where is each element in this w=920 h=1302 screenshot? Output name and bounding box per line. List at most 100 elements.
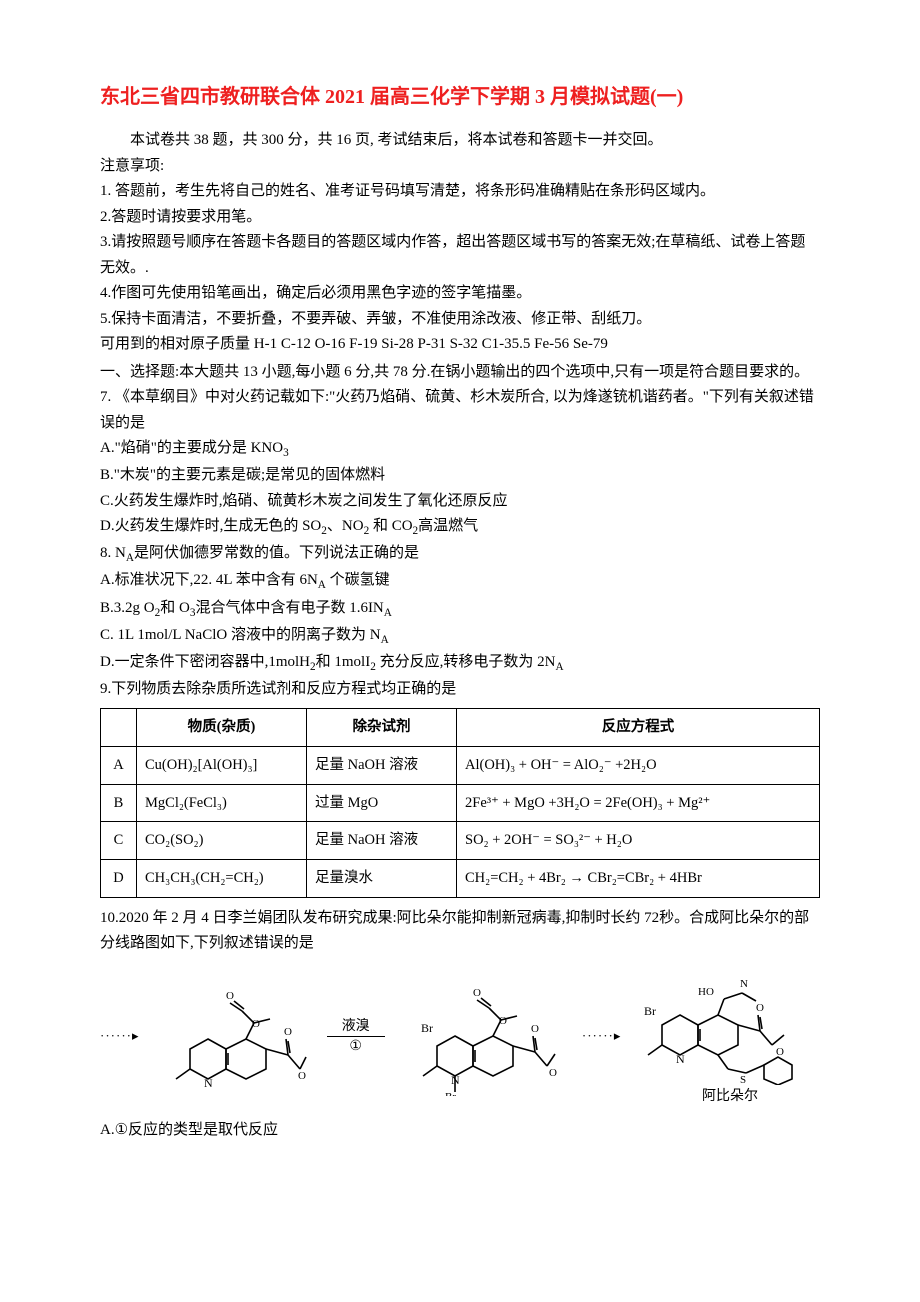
q8-d-mid: 和 1molI [316, 654, 371, 670]
svg-text:O: O [549, 1067, 557, 1079]
q8-b-s3: A [384, 607, 392, 619]
svg-text:O: O [298, 1070, 306, 1082]
q9-c-sub: CO₂(SO₂) [137, 822, 307, 860]
q10-a: A.①反应的类型是取代反应 [100, 1118, 820, 1144]
q10-scheme: ······▸ N O O O O 液溴 ① [100, 965, 820, 1109]
q8-b: B.3.2g O2和 O3混合气体中含有电子数 1.6INA [100, 596, 820, 623]
q8-stem-post: 是阿伏伽德罗常数的值。下列说法正确的是 [134, 545, 419, 561]
q7-b: B."木炭"的主要元素是碳;是常见的固体燃料 [100, 463, 820, 489]
q7-a-sub: 3 [283, 447, 289, 459]
q8-stem-sub: A [126, 552, 134, 564]
q9-c-rea: 足量 NaOH 溶液 [307, 822, 457, 860]
q9-b-sub: MgCl₂(FeCl₃) [137, 784, 307, 822]
q8-a-sub: A [318, 579, 326, 591]
svg-text:HO: HO [698, 986, 714, 998]
molecule-3-icon: N Br HO N O O S [640, 965, 820, 1085]
svg-text:Br: Br [421, 1021, 433, 1035]
dots-left-icon: ······▸ [100, 1025, 140, 1047]
q8-b-mid: 和 O [160, 600, 190, 616]
notice-5: 5.保持卡面清洁，不要折叠，不要弄破、弄皱，不准使用涂改液、修正带、刮纸刀。 [100, 307, 820, 333]
atomic-mass: 可用到的相对原子质量 H-1 C-12 O-16 F-19 Si-28 P-31… [100, 332, 820, 358]
q9-header-row: 物质(杂质) 除杂试剂 反应方程式 [101, 709, 820, 747]
notice-header: 注意享项: [100, 154, 820, 180]
arrow-line-icon [327, 1036, 385, 1037]
section-1: 一、选择题:本大题共 13 小题,每小题 6 分,共 78 分.在锅小题输出的四… [100, 360, 820, 386]
q9-h1: 物质(杂质) [137, 709, 307, 747]
molecule-1-icon: N O O O O [158, 981, 308, 1091]
q8-a-post: 个碳氢键 [326, 572, 390, 588]
q9-a-sub: Cu(OH)₂[Al(OH)₃] [137, 747, 307, 785]
q8-c-sub: A [381, 634, 389, 646]
q9-d-sub: CH₃CH₃(CH₂=CH₂) [137, 859, 307, 897]
svg-text:S: S [740, 1074, 746, 1085]
q8-d-s3: A [555, 661, 563, 673]
notice-2: 2.答题时请按要求用笔。 [100, 205, 820, 231]
abidol-label: 阿比朵尔 [702, 1085, 758, 1109]
arrow1-bot: ① [349, 1039, 362, 1054]
q8-d-pre: D.一定条件下密闭容器中,1molH [100, 654, 310, 670]
dots-right-icon: ······▸ [582, 1025, 622, 1047]
q9-table: 物质(杂质) 除杂试剂 反应方程式 A Cu(OH)₂[Al(OH)₃] 足量 … [100, 708, 820, 897]
q8-c: C. 1L 1mol/L NaClO 溶液中的阴离子数为 NA [100, 623, 820, 650]
q7-d-pre: D.火药发生爆炸时,生成无色的 SO [100, 518, 321, 534]
svg-text:N: N [204, 1076, 213, 1090]
q9-stem: 9.下列物质去除杂质所选试剂和反应方程式均正确的是 [100, 677, 820, 703]
svg-text:N: N [451, 1073, 460, 1087]
q7-c: C.火药发生爆炸时,焰硝、硫黄杉木炭之间发生了氧化还原反应 [100, 489, 820, 515]
svg-text:N: N [740, 978, 748, 990]
q7-a-text: A."焰硝"的主要成分是 KNO [100, 440, 283, 456]
q9-c-idx: C [101, 822, 137, 860]
q8-b-post: 混合气体中含有电子数 1.6IN [195, 600, 383, 616]
notice-4: 4.作图可先使用铅笔画出，确定后必须用黑色字迹的签字笔描墨。 [100, 281, 820, 307]
q9-b-eq: 2Fe³⁺ + MgO +3H₂O = 2Fe(OH)₃ + Mg²⁺ [457, 784, 820, 822]
q7-stem: 7. 《本草纲目》中对火药记载如下:"火药乃焰硝、硫黄、杉木炭所合, 以为烽遂铳… [100, 385, 820, 436]
svg-text:O: O [252, 1018, 260, 1030]
q8-stem-pre: 8. N [100, 545, 126, 561]
q7-d-end: 高温燃气 [418, 518, 478, 534]
molecule-2-icon: N Br Br O O O O [403, 976, 563, 1096]
notice-3: 3.请按照题号顺序在答题卡各题目的答题区域内作答，超出答题区域书写的答案无效;在… [100, 230, 820, 281]
svg-text:N: N [676, 1052, 685, 1066]
q8-c-pre: C. 1L 1mol/L NaClO 溶液中的阴离子数为 N [100, 627, 381, 643]
q8-stem: 8. NA是阿伏伽德罗常数的值。下列说法正确的是 [100, 541, 820, 568]
svg-text:Br: Br [445, 1091, 456, 1096]
q7-d-m2: 和 CO [369, 518, 412, 534]
q8-d: D.一定条件下密闭容器中,1molH2和 1molI2 充分反应,转移电子数为 … [100, 650, 820, 677]
table-row: A Cu(OH)₂[Al(OH)₃] 足量 NaOH 溶液 Al(OH)₃ + … [101, 747, 820, 785]
q7-d-m1: 、NO [327, 518, 364, 534]
q9-b-idx: B [101, 784, 137, 822]
notice-1: 1. 答题前，考生先将自己的姓名、准考证号码填写清楚，将条形码准确精贴在条形码区… [100, 179, 820, 205]
svg-text:O: O [499, 1015, 507, 1027]
q9-h3: 反应方程式 [457, 709, 820, 747]
exam-title: 东北三省四市教研联合体 2021 届高三化学下学期 3 月模拟试题(一) [100, 80, 820, 114]
svg-text:O: O [284, 1026, 292, 1038]
table-row: B MgCl₂(FeCl₃) 过量 MgO 2Fe³⁺ + MgO +3H₂O … [101, 784, 820, 822]
svg-text:O: O [776, 1046, 784, 1058]
svg-text:O: O [756, 1002, 764, 1014]
table-row: D CH₃CH₃(CH₂=CH₂) 足量溴水 CH₂=CH₂ + 4Br₂ → … [101, 859, 820, 897]
q8-a-pre: A.标准状况下,22. 4L 苯中含有 6N [100, 572, 318, 588]
q9-d-idx: D [101, 859, 137, 897]
q9-h0 [101, 709, 137, 747]
q9-a-rea: 足量 NaOH 溶液 [307, 747, 457, 785]
q8-d-post: 充分反应,转移电子数为 2N [376, 654, 556, 670]
exam-intro: 本试卷共 38 题，共 300 分，共 16 页, 考试结束后，将本试卷和答题卡… [100, 128, 820, 154]
table-row: C CO₂(SO₂) 足量 NaOH 溶液 SO₂ + 2OH⁻ = SO₃²⁻… [101, 822, 820, 860]
q9-b-rea: 过量 MgO [307, 784, 457, 822]
svg-text:O: O [473, 987, 481, 999]
svg-text:O: O [531, 1023, 539, 1035]
q8-b-pre: B.3.2g O [100, 600, 155, 616]
q9-d-rea: 足量溴水 [307, 859, 457, 897]
q9-a-idx: A [101, 747, 137, 785]
svg-text:Br: Br [644, 1004, 656, 1018]
arrow1-top: 液溴 [342, 1019, 370, 1034]
q9-h2: 除杂试剂 [307, 709, 457, 747]
q10-stem: 10.2020 年 2 月 4 日李兰娟团队发布研究成果:阿比朵尔能抑制新冠病毒… [100, 906, 820, 957]
q9-c-eq: SO₂ + 2OH⁻ = SO₃²⁻ + H₂O [457, 822, 820, 860]
q7-d: D.火药发生爆炸时,生成无色的 SO2、NO2 和 CO2高温燃气 [100, 514, 820, 541]
svg-text:O: O [226, 990, 234, 1002]
reaction-arrow-1: 液溴 ① [327, 1019, 385, 1055]
q8-a: A.标准状况下,22. 4L 苯中含有 6NA 个碳氢键 [100, 568, 820, 595]
q9-a-eq: Al(OH)₃ + OH⁻ = AlO₂⁻ +2H₂O [457, 747, 820, 785]
q7-a: A."焰硝"的主要成分是 KNO3 [100, 436, 820, 463]
